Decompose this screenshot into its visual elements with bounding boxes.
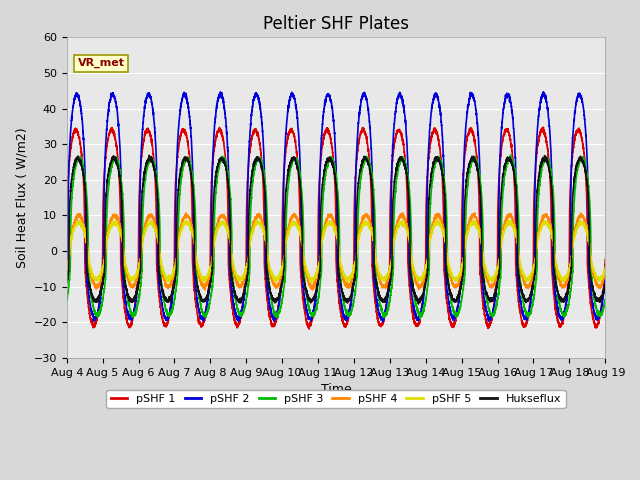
pSHF 1 — [305, 326, 313, 332]
pSHF 1 — [540, 124, 547, 130]
Line: pSHF 2: pSHF 2 — [67, 92, 605, 322]
pSHF 5 — [505, 217, 513, 223]
pSHF 4 — [552, 259, 559, 265]
pSHF 3 — [269, 304, 277, 310]
pSHF 2 — [127, 314, 135, 320]
pSHF 4 — [471, 210, 479, 216]
pSHF 4 — [400, 214, 408, 219]
pSHF 3 — [127, 312, 135, 317]
pSHF 4 — [602, 268, 609, 274]
pSHF 4 — [127, 282, 135, 288]
pSHF 1 — [127, 320, 135, 326]
Hukseflux — [552, 280, 559, 286]
pSHF 5 — [573, 227, 580, 232]
Hukseflux — [549, 213, 557, 218]
pSHF 4 — [201, 287, 209, 293]
pSHF 1 — [602, 256, 609, 262]
Line: pSHF 3: pSHF 3 — [67, 155, 605, 318]
pSHF 2 — [573, 98, 580, 104]
pSHF 2 — [216, 89, 224, 95]
pSHF 5 — [307, 279, 315, 285]
Hukseflux — [269, 296, 277, 302]
Title: Peltier SHF Plates: Peltier SHF Plates — [263, 15, 409, 33]
Hukseflux — [127, 299, 135, 305]
Hukseflux — [415, 301, 422, 307]
pSHF 2 — [552, 294, 559, 300]
Line: pSHF 4: pSHF 4 — [67, 213, 605, 290]
pSHF 5 — [63, 265, 70, 271]
pSHF 5 — [552, 261, 559, 267]
pSHF 3 — [507, 152, 515, 158]
pSHF 5 — [400, 219, 408, 225]
pSHF 3 — [63, 296, 70, 302]
pSHF 1 — [269, 322, 277, 328]
pSHF 3 — [602, 297, 609, 303]
X-axis label: Time: Time — [321, 383, 351, 396]
Hukseflux — [602, 281, 609, 287]
pSHF 2 — [269, 314, 277, 320]
Hukseflux — [573, 161, 580, 167]
pSHF 4 — [549, 237, 557, 242]
pSHF 3 — [573, 171, 580, 177]
pSHF 2 — [379, 319, 387, 324]
pSHF 3 — [400, 156, 408, 161]
pSHF 2 — [549, 272, 557, 277]
pSHF 1 — [552, 307, 559, 313]
pSHF 4 — [63, 269, 70, 275]
pSHF 4 — [269, 280, 277, 286]
pSHF 1 — [573, 128, 580, 133]
Line: Hukseflux: Hukseflux — [67, 156, 605, 304]
Line: pSHF 5: pSHF 5 — [67, 220, 605, 282]
pSHF 1 — [400, 144, 408, 150]
Legend: pSHF 1, pSHF 2, pSHF 3, pSHF 4, pSHF 5, Hukseflux: pSHF 1, pSHF 2, pSHF 3, pSHF 4, pSHF 5, … — [106, 390, 566, 408]
pSHF 3 — [552, 275, 559, 280]
Text: VR_met: VR_met — [77, 58, 125, 69]
Hukseflux — [400, 160, 408, 166]
pSHF 4 — [573, 218, 580, 224]
pSHF 5 — [602, 265, 609, 271]
pSHF 5 — [549, 237, 557, 243]
pSHF 2 — [63, 275, 70, 281]
Y-axis label: Soil Heat Flux ( W/m2): Soil Heat Flux ( W/m2) — [15, 127, 28, 268]
pSHF 1 — [549, 286, 557, 292]
pSHF 5 — [127, 276, 135, 281]
pSHF 2 — [400, 104, 408, 110]
Hukseflux — [145, 153, 153, 158]
pSHF 3 — [549, 190, 557, 196]
pSHF 1 — [63, 255, 70, 261]
Hukseflux — [63, 280, 70, 286]
pSHF 5 — [269, 272, 277, 278]
pSHF 3 — [417, 315, 424, 321]
Line: pSHF 1: pSHF 1 — [67, 127, 605, 329]
pSHF 2 — [602, 273, 609, 279]
